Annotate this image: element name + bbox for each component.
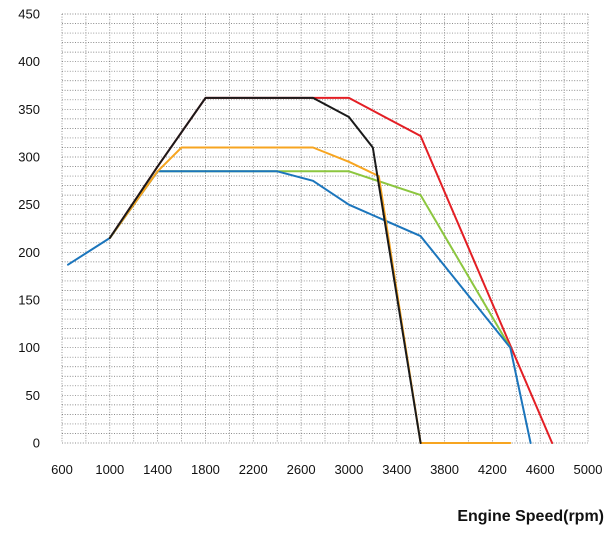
y-tick-label: 0	[33, 436, 40, 451]
y-tick-label: 150	[18, 293, 40, 308]
major-gridlines	[61, 13, 589, 444]
x-tick-label: 4200	[478, 462, 507, 477]
y-tick-label: 200	[18, 245, 40, 260]
series-line-1	[108, 96, 554, 444]
y-tick-label: 50	[26, 388, 40, 403]
x-tick-label: 4600	[526, 462, 555, 477]
series-line-5	[108, 96, 422, 444]
y-tick-label: 450	[18, 7, 40, 22]
y-tick-label: 400	[18, 54, 40, 69]
x-tick-label: 2200	[239, 462, 268, 477]
y-tick-label: 350	[18, 102, 40, 117]
x-axis-label: Engine Speed(rpm)	[457, 508, 604, 525]
x-tick-label: 3000	[334, 462, 363, 477]
y-tick-label: 100	[18, 340, 40, 355]
x-tick-label: 1000	[95, 462, 124, 477]
minor-gridlines	[62, 14, 588, 443]
y-tick-label: 250	[18, 197, 40, 212]
y-tick-labels: 0 50 100 150 200 250 300 350 400 450	[18, 7, 40, 451]
series-line-3	[67, 170, 532, 444]
x-tick-label: 600	[51, 462, 73, 477]
x-tick-labels: 600 1000 1400 1800 2200 2600 3000 3400 3800 4200 4…	[51, 462, 602, 477]
series-line-2	[108, 170, 512, 349]
x-tick-label: 1800	[191, 462, 220, 477]
x-tick-label: 3400	[382, 462, 411, 477]
x-tick-label: 5000	[574, 462, 603, 477]
x-tick-label: 2600	[287, 462, 316, 477]
x-tick-label: 1400	[143, 462, 172, 477]
y-tick-label: 300	[18, 150, 40, 165]
series-lines	[67, 96, 554, 444]
x-tick-label: 3800	[430, 462, 459, 477]
series-line-4	[108, 146, 512, 444]
